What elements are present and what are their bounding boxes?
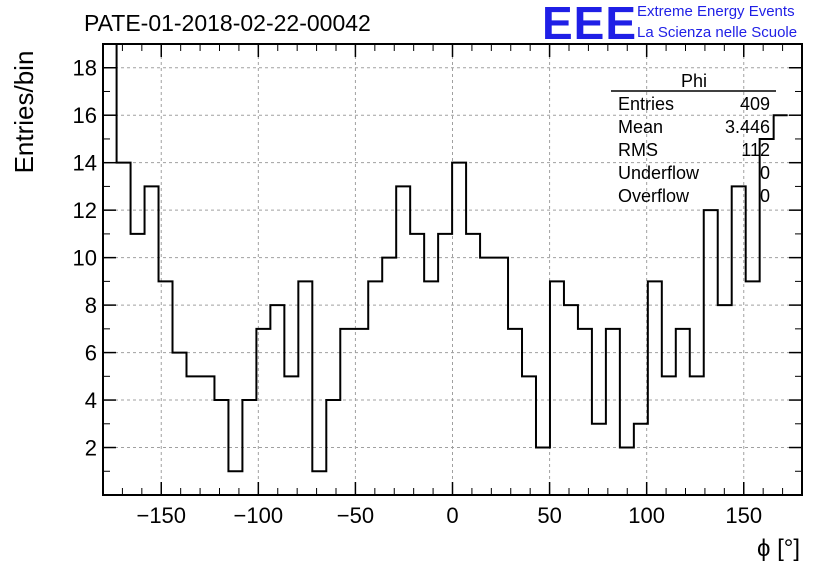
- histogram-bin: [662, 376, 676, 495]
- histogram-bin: [159, 281, 173, 495]
- stats-row-label: Entries: [618, 94, 674, 114]
- histogram-bin: [410, 234, 424, 495]
- histogram-series: [115, 44, 788, 495]
- histogram-bin: [186, 376, 200, 495]
- logo-subtitle-line2: La Scienza nelle Scuole: [637, 24, 798, 41]
- histogram-bin: [578, 329, 592, 495]
- histogram-bin: [382, 258, 396, 495]
- x-tick-label: 150: [725, 503, 762, 528]
- histogram-bin: [354, 329, 368, 495]
- y-tick-label: 18: [73, 56, 97, 81]
- axis-tick-labels: −150 −100 −50 0 50 100 150 2 4 6 8 10 12 14 16 18: [73, 56, 763, 528]
- y-tick-label: 2: [85, 436, 97, 461]
- histogram-bin: [242, 400, 256, 495]
- y-tick-label: 16: [73, 103, 97, 128]
- histogram-bin: [145, 186, 159, 495]
- stats-row-value: 3.446: [725, 117, 770, 137]
- histogram-bin: [690, 376, 704, 495]
- y-tick-label: 14: [73, 151, 97, 176]
- histogram-bin: [256, 329, 270, 495]
- stats-row-value: 0: [760, 186, 770, 206]
- stats-row-value: 112: [741, 140, 770, 160]
- y-tick-label: 8: [85, 293, 97, 318]
- histogram-bin: [228, 471, 242, 495]
- histogram-bin: [620, 448, 634, 495]
- stats-row-label: RMS: [618, 140, 658, 160]
- histogram-bin: [312, 471, 326, 495]
- y-tick-label: 4: [85, 388, 97, 413]
- histogram-bin: [424, 281, 438, 495]
- eee-logo: EEE: [542, 0, 638, 49]
- histogram-bin: [732, 186, 746, 495]
- stats-row-label: Mean: [618, 117, 663, 137]
- histogram-bin: [494, 258, 508, 495]
- x-tick-label: 100: [628, 503, 665, 528]
- histogram-bin: [746, 281, 760, 495]
- run-title: PATE-01-2018-02-22-00042: [84, 10, 371, 36]
- histogram-bin: [480, 258, 494, 495]
- histogram-bin: [298, 281, 312, 495]
- stats-box: Phi Entries 409 Mean 3.446 RMS 112 Underflow 0 O…: [611, 71, 776, 206]
- histogram-bin: [270, 305, 284, 495]
- stats-row-value: 0: [760, 163, 770, 183]
- x-tick-label: 50: [537, 503, 561, 528]
- y-tick-label: 6: [85, 341, 97, 366]
- histogram-bin: [564, 305, 578, 495]
- stats-row-label: Overflow: [618, 186, 690, 206]
- histogram-bin: [648, 281, 662, 495]
- logo-subtitle-line1: Extreme Energy Events: [637, 3, 795, 20]
- x-tick-label: 0: [446, 503, 458, 528]
- histogram-bin: [438, 234, 452, 495]
- histogram-bin: [634, 424, 648, 495]
- histogram-bin: [200, 376, 214, 495]
- histogram-bin: [774, 115, 788, 495]
- histogram-bin: [466, 234, 480, 495]
- histogram-bin: [117, 163, 131, 495]
- histogram-outline: [115, 44, 788, 473]
- histogram-bin: [606, 329, 620, 495]
- y-tick-label: 12: [73, 198, 97, 223]
- histogram-bin: [522, 376, 536, 495]
- y-tick-label: 10: [73, 246, 97, 271]
- histogram-bin: [284, 376, 298, 495]
- x-tick-label: −100: [234, 503, 284, 528]
- histogram-bin: [536, 448, 550, 495]
- histogram-bin: [676, 329, 690, 495]
- x-tick-label: −150: [136, 503, 186, 528]
- y-axis-label: Entries/bin: [9, 51, 39, 174]
- histogram-bin: [508, 329, 522, 495]
- stats-row-label: Underflow: [618, 163, 700, 183]
- x-tick-label: −50: [337, 503, 374, 528]
- grid-lines: [103, 44, 802, 495]
- histogram-bin: [396, 186, 410, 495]
- histogram-bin: [452, 163, 466, 495]
- histogram-bin: [718, 305, 732, 495]
- histogram-bin: [173, 353, 187, 495]
- histogram-bin: [131, 234, 145, 495]
- histogram-bin: [704, 210, 718, 495]
- histogram-bin: [340, 329, 354, 495]
- histogram-bin: [214, 400, 228, 495]
- x-axis-label: ϕ [°]: [757, 535, 800, 562]
- histogram-bin: [368, 281, 382, 495]
- histogram-bin: [550, 281, 564, 495]
- axis-ticks: [102, 44, 803, 495]
- histogram-bin: [592, 424, 606, 495]
- stats-row-value: 409: [740, 94, 770, 114]
- histogram-bin: [326, 400, 340, 495]
- stats-box-title: Phi: [681, 71, 707, 91]
